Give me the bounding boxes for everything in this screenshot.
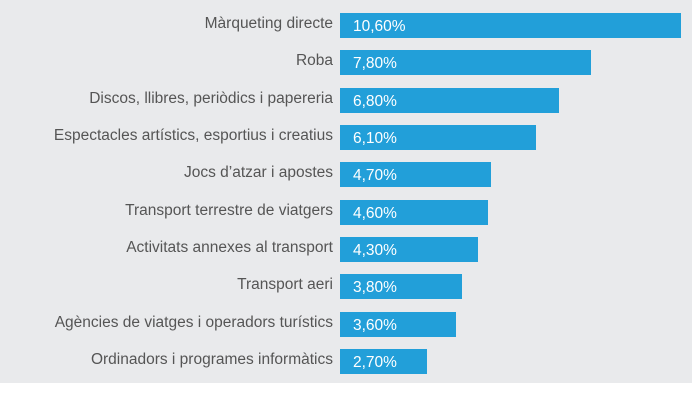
value-label: 4,70% — [353, 167, 397, 185]
bar-row: Màrqueting directe 10,60% — [0, 13, 692, 38]
value-label: 2,70% — [353, 353, 397, 371]
bar: 4,60% — [340, 199, 488, 225]
bar-row: Discos, llibres, periòdics i papereria 6,… — [0, 87, 692, 113]
category-label: Agències de viatges i operadors turístic… — [54, 313, 333, 331]
category-label: Activitats annexes al transport — [126, 238, 333, 256]
category-label: Màrqueting directe — [204, 15, 333, 32]
bar: 10,60% — [340, 13, 681, 38]
value-label: 7,80% — [353, 55, 397, 73]
bar: 3,60% — [340, 311, 456, 337]
bar-row: Jocs d’atzar i apostes 4,70% — [0, 162, 692, 188]
bar: 6,80% — [340, 87, 559, 113]
bar: 2,70% — [340, 348, 427, 374]
bar: 6,10% — [340, 124, 536, 150]
value-label: 6,10% — [353, 129, 397, 147]
category-label: Ordinadors i programes informàtics — [90, 350, 333, 368]
bar-row: Agències de viatges i operadors turístic… — [0, 311, 692, 337]
value-label: 4,30% — [353, 241, 397, 259]
value-label: 4,60% — [353, 204, 397, 222]
bar-row: Activitats annexes al transport 4,30% — [0, 236, 692, 262]
bar: 3,80% — [340, 274, 462, 300]
bar-row: Ordinadors i programes informàtics 2,70% — [0, 348, 692, 374]
bar-row: Roba 7,80% — [0, 50, 692, 76]
bar: 4,70% — [340, 162, 491, 188]
bar: 7,80% — [340, 50, 591, 76]
category-label: Espectacles artístics, esportius i creat… — [53, 126, 333, 144]
bar-row: Transport terrestre de viatgers 4,60% — [0, 199, 692, 225]
bar-row: Transport aeri 3,80% — [0, 274, 692, 300]
value-label: 10,60% — [353, 18, 406, 35]
category-label: Transport terrestre de viatgers — [125, 201, 333, 219]
category-label: Roba — [295, 52, 333, 70]
category-label: Transport aeri — [237, 276, 333, 294]
value-label: 3,60% — [353, 316, 397, 334]
bar-row: Espectacles artístics, esportius i creat… — [0, 124, 692, 150]
value-label: 3,80% — [353, 279, 397, 297]
category-label: Discos, llibres, periòdics i papereria — [89, 89, 333, 107]
value-label: 6,80% — [353, 92, 397, 110]
bar: 4,30% — [340, 236, 478, 262]
category-label: Jocs d’atzar i apostes — [183, 164, 333, 182]
